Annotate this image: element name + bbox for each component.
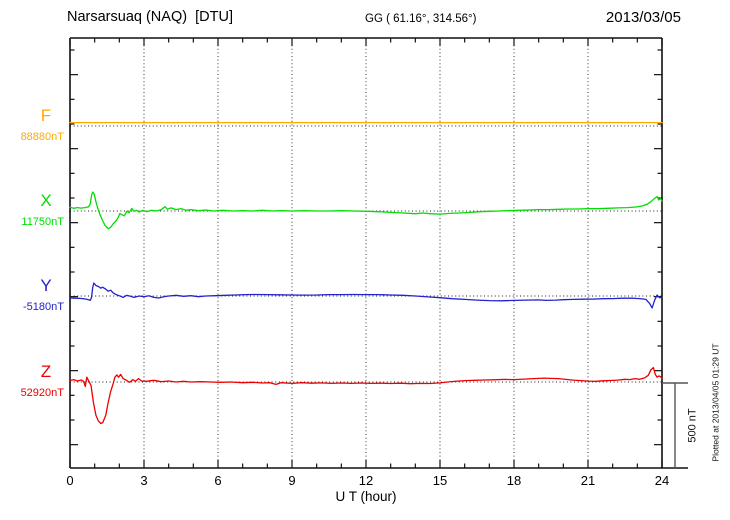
- x-tick-label: 18: [506, 473, 522, 488]
- x-tick-label: 21: [580, 473, 596, 488]
- channel-F-baseline-value: 88880nT: [20, 131, 64, 143]
- trace-Z: [69, 366, 663, 425]
- geo-coordinates: GG ( 61.16°, 314.56°): [365, 13, 477, 25]
- channel-X-baseline-value: 11750nT: [21, 216, 64, 228]
- channel-Y-label: Y: [40, 276, 52, 295]
- x-tick-label: 0: [66, 473, 74, 488]
- channel-Y-baseline-value: -5180nT: [23, 301, 64, 313]
- x-axis-label: U T (hour): [335, 489, 397, 504]
- x-tick-label: 6: [214, 473, 222, 488]
- plot-date: 2013/03/05: [605, 9, 681, 26]
- x-tick-label: 12: [358, 473, 374, 488]
- channel-Z-baseline-value: 52920nT: [20, 387, 64, 399]
- x-tick-label: 9: [288, 473, 296, 488]
- x-tick-label: 24: [654, 473, 670, 488]
- plot-frame: [69, 37, 688, 469]
- trace-X: [69, 191, 663, 230]
- x-tick-label: 3: [140, 473, 148, 488]
- scalebar-label: 500 nT: [686, 408, 699, 443]
- x-tick-label: 15: [432, 473, 448, 488]
- channel-X-label: X: [40, 191, 52, 210]
- page-title: Narsarsuaq (NAQ) [DTU]: [67, 9, 233, 25]
- channel-F-label: F: [40, 106, 52, 125]
- trace-Y: [69, 282, 663, 309]
- plotted-at-watermark: Plotted at 2013/04/05 01:29 UT: [710, 343, 721, 462]
- channel-Z-label: Z: [40, 362, 52, 381]
